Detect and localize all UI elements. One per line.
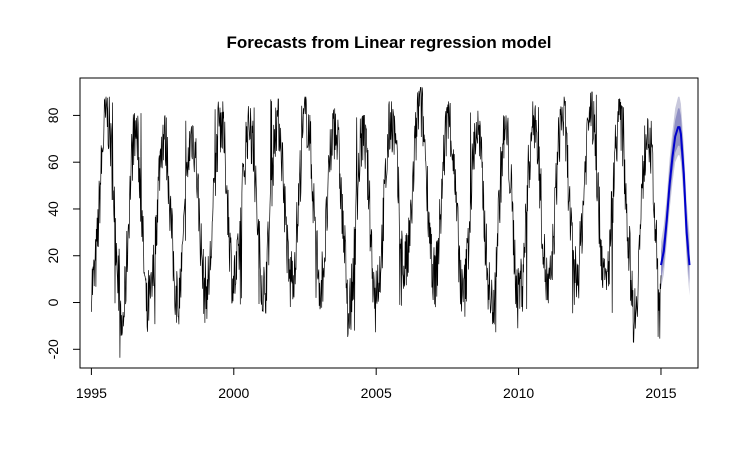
y-tick-label: -20 <box>45 339 61 359</box>
y-axis: -20 0 20 40 60 80 <box>45 107 81 359</box>
x-tick-label: 2010 <box>503 385 534 401</box>
x-tick-label: 2005 <box>361 385 392 401</box>
observed-series-layer <box>91 87 662 358</box>
forecast-series-layer <box>660 126 691 266</box>
x-tick-label: 2015 <box>645 385 676 401</box>
chart-title: Forecasts from Linear regression model <box>227 33 552 52</box>
y-tick-label: 20 <box>45 248 61 264</box>
x-axis: 1995 2000 2005 2010 2015 <box>76 367 677 401</box>
y-tick-label: 80 <box>45 107 61 123</box>
observed-series-line <box>91 87 662 358</box>
y-tick-label: 0 <box>45 298 61 306</box>
forecast-mean-line <box>660 126 691 266</box>
y-tick-label: 40 <box>45 201 61 217</box>
y-tick-label: 60 <box>45 154 61 170</box>
x-tick-label: 2000 <box>218 385 249 401</box>
x-tick-label: 1995 <box>76 385 107 401</box>
